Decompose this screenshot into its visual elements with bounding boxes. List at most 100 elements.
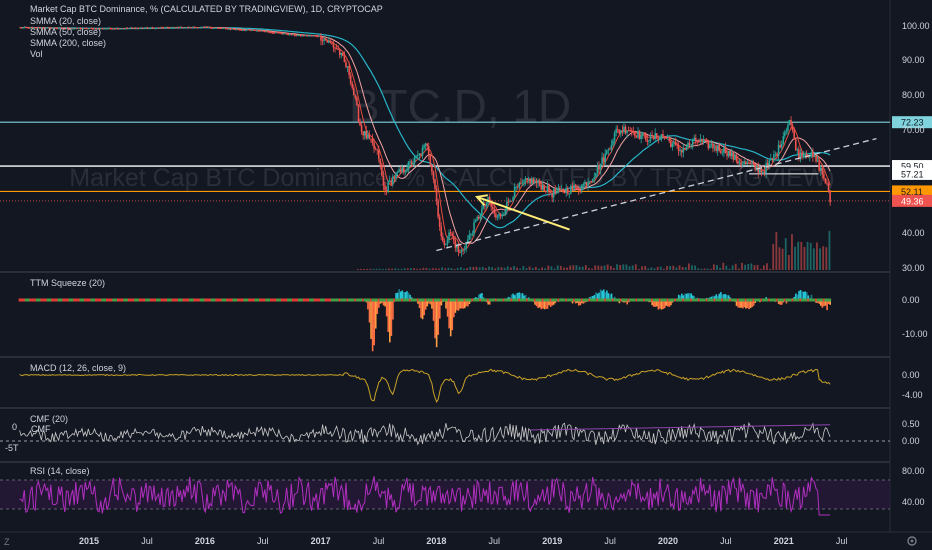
candle-body xyxy=(451,233,453,236)
volume-bar xyxy=(806,241,809,270)
squeeze-dot xyxy=(376,298,379,302)
squeeze-dot xyxy=(432,298,435,302)
time-axis-label: 2016 xyxy=(195,536,215,546)
squeeze-dot xyxy=(310,298,313,302)
candle-body xyxy=(285,33,288,35)
squeeze-bar xyxy=(446,300,449,317)
squeeze-dot xyxy=(513,298,516,302)
volume-bar xyxy=(416,268,419,270)
squeeze-dot xyxy=(401,298,404,302)
squeeze-dot xyxy=(162,298,165,302)
candle-body xyxy=(370,138,372,140)
squeeze-dot xyxy=(340,298,343,302)
candle-body xyxy=(299,34,302,36)
squeeze-dot xyxy=(508,298,511,302)
volume-bar xyxy=(609,265,612,270)
squeeze-dot xyxy=(780,298,783,302)
candle-body xyxy=(223,28,225,29)
legend-smma-20[interactable]: SMMA (20, close) xyxy=(30,16,101,26)
volume-bar xyxy=(709,268,712,270)
squeeze-dot xyxy=(338,298,341,302)
settings-icon[interactable] xyxy=(907,536,917,546)
candle-body xyxy=(437,200,439,217)
squeeze-bar xyxy=(507,296,510,300)
squeeze-bar xyxy=(462,300,465,309)
legend-rsi[interactable]: RSI (14, close) xyxy=(30,466,90,476)
squeeze-dot xyxy=(416,298,419,302)
squeeze-bar xyxy=(785,300,788,304)
candle-body xyxy=(274,32,277,34)
candle-body xyxy=(56,28,58,30)
candle-body xyxy=(785,130,788,133)
squeeze-dot xyxy=(31,298,34,302)
candle-body xyxy=(526,178,528,180)
candle-body xyxy=(181,27,183,29)
squeeze-dot xyxy=(457,298,460,302)
candle-body xyxy=(57,28,60,30)
candle-body xyxy=(446,239,449,244)
candle-body xyxy=(90,28,93,30)
cmf-axis-tick: 0.50 xyxy=(902,419,920,429)
squeeze-dot xyxy=(462,298,465,302)
candle-body xyxy=(21,27,24,29)
squeeze-dot xyxy=(266,298,269,302)
candle-body xyxy=(659,137,661,140)
squeeze-dot xyxy=(547,298,550,302)
squeeze-dot xyxy=(527,298,530,302)
candle-body xyxy=(516,186,519,188)
drawings[interactable] xyxy=(436,137,877,252)
squeeze-dot xyxy=(468,298,471,302)
volume-bar xyxy=(600,265,603,270)
squeeze-bar xyxy=(818,300,821,304)
squeeze-bar xyxy=(554,300,557,304)
candle-body xyxy=(734,154,736,160)
squeeze-dot xyxy=(494,298,497,302)
squeeze-bar xyxy=(382,300,385,306)
legend-cmf[interactable]: CMF (20) xyxy=(30,414,68,424)
timezone-icon[interactable]: Z xyxy=(4,537,10,547)
candle-body xyxy=(535,180,538,184)
candle-body xyxy=(381,164,383,176)
squeeze-dot xyxy=(171,298,174,302)
squeeze-dot xyxy=(87,298,90,302)
candle-body xyxy=(162,27,165,29)
volume-bar xyxy=(825,247,828,270)
candle-body xyxy=(271,32,274,34)
squeeze-dot xyxy=(594,298,597,302)
legend-macd[interactable]: MACD (12, 26, close, 9) xyxy=(30,363,126,373)
squeeze-dot xyxy=(52,298,55,302)
candle-body xyxy=(354,95,357,98)
squeeze-dot xyxy=(191,298,194,302)
volume-bar xyxy=(563,267,565,270)
squeeze-bar xyxy=(795,293,797,300)
candle-body xyxy=(64,28,66,30)
chart-title[interactable]: Market Cap BTC Dominance, % (CALCULATED … xyxy=(30,4,383,14)
squeeze-dot xyxy=(218,298,221,302)
price-tag-text: 59.50 xyxy=(901,162,924,172)
legend-vol[interactable]: Vol xyxy=(30,49,43,59)
squeeze-dot xyxy=(647,298,650,302)
squeeze-bar xyxy=(524,294,527,300)
squeeze-dot xyxy=(109,298,112,302)
legend-smma-200[interactable]: SMMA (200, close) xyxy=(30,38,106,48)
squeeze-dot xyxy=(302,298,305,302)
candle-body xyxy=(763,171,766,174)
candle-body xyxy=(342,52,344,57)
candle-body xyxy=(490,201,493,207)
candle-body xyxy=(85,28,88,30)
candle-body xyxy=(463,248,466,250)
legend-smma-50[interactable]: SMMA (50, close) xyxy=(30,27,101,37)
squeeze-bar xyxy=(668,300,671,307)
price-axis-tick: 100.00 xyxy=(902,21,930,31)
legend-ttm-squeeze[interactable]: TTM Squeeze (20) xyxy=(30,278,105,288)
squeeze-bar xyxy=(599,289,602,300)
squeeze-bar xyxy=(593,295,596,300)
squeeze-bar xyxy=(741,300,744,309)
squeeze-bar xyxy=(798,291,800,300)
squeeze-dot xyxy=(523,298,526,302)
ttm-squeeze-histogram xyxy=(18,289,832,352)
candle-body xyxy=(395,172,397,179)
volume-bar xyxy=(484,268,487,270)
squeeze-dot xyxy=(640,298,643,302)
